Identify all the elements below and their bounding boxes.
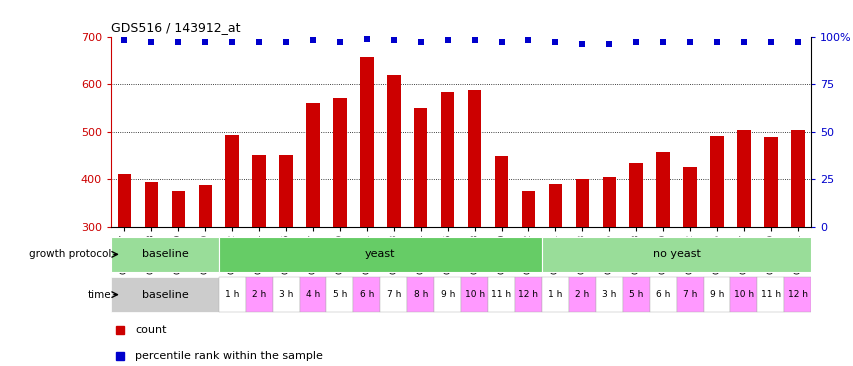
Text: 3 h: 3 h (279, 290, 293, 299)
Text: GDS516 / 143912_at: GDS516 / 143912_at (111, 21, 241, 34)
Bar (272, 277, 299, 312)
Bar (440, 92, 454, 227)
Bar (111, 277, 218, 312)
Bar (682, 167, 696, 227)
Text: 1 h: 1 h (225, 290, 239, 299)
Bar (763, 137, 777, 227)
Bar (729, 277, 757, 312)
Text: 10 h: 10 h (733, 290, 753, 299)
Text: 2 h: 2 h (252, 290, 266, 299)
Text: time: time (87, 290, 111, 300)
Bar (542, 237, 810, 272)
Bar (252, 154, 265, 227)
Text: 12 h: 12 h (518, 290, 538, 299)
Bar (736, 130, 750, 227)
Bar (279, 154, 293, 227)
Bar (380, 277, 407, 312)
Bar (414, 108, 427, 227)
Bar (488, 277, 514, 312)
Bar (757, 277, 783, 312)
Text: yeast: yeast (365, 249, 395, 259)
Bar (676, 277, 703, 312)
Bar (649, 277, 676, 312)
Text: baseline: baseline (142, 249, 188, 259)
Text: 9 h: 9 h (440, 290, 455, 299)
Bar (111, 237, 218, 272)
Bar (602, 177, 615, 227)
Bar (622, 277, 649, 312)
Text: count: count (135, 325, 166, 335)
Bar (568, 277, 595, 312)
Bar (461, 277, 488, 312)
Bar (703, 277, 729, 312)
Text: 8 h: 8 h (413, 290, 427, 299)
Bar (171, 191, 185, 227)
Text: 5 h: 5 h (629, 290, 642, 299)
Text: no yeast: no yeast (652, 249, 699, 259)
Bar (353, 277, 380, 312)
Text: 2 h: 2 h (575, 290, 589, 299)
Bar (386, 75, 400, 227)
Text: 11 h: 11 h (491, 290, 511, 299)
Text: 10 h: 10 h (464, 290, 485, 299)
Bar (514, 277, 542, 312)
Text: growth protocol: growth protocol (29, 249, 111, 259)
Text: 7 h: 7 h (682, 290, 696, 299)
Bar (629, 163, 642, 227)
Bar (542, 277, 568, 312)
Bar (218, 237, 542, 272)
Bar (575, 179, 589, 227)
Text: 9 h: 9 h (709, 290, 723, 299)
Bar (246, 277, 272, 312)
Bar (710, 135, 723, 227)
Bar (199, 185, 212, 227)
Bar (218, 277, 246, 312)
Text: 5 h: 5 h (333, 290, 346, 299)
Bar (306, 103, 319, 227)
Text: 4 h: 4 h (305, 290, 320, 299)
Text: 11 h: 11 h (760, 290, 780, 299)
Bar (407, 277, 433, 312)
Bar (656, 152, 669, 227)
Text: baseline: baseline (142, 290, 188, 300)
Text: 6 h: 6 h (359, 290, 374, 299)
Bar (494, 156, 508, 227)
Text: 12 h: 12 h (787, 290, 807, 299)
Bar (333, 97, 346, 227)
Text: percentile rank within the sample: percentile rank within the sample (135, 351, 322, 361)
Bar (360, 57, 374, 227)
Bar (299, 277, 326, 312)
Bar (467, 90, 481, 227)
Bar (225, 135, 239, 227)
Bar (548, 184, 561, 227)
Bar (144, 182, 158, 227)
Bar (790, 130, 804, 227)
Text: 6 h: 6 h (655, 290, 670, 299)
Text: 1 h: 1 h (548, 290, 562, 299)
Text: 7 h: 7 h (386, 290, 401, 299)
Bar (118, 173, 131, 227)
Bar (433, 277, 461, 312)
Bar (326, 277, 353, 312)
Bar (783, 277, 810, 312)
Text: 3 h: 3 h (601, 290, 616, 299)
Bar (521, 191, 535, 227)
Bar (595, 277, 622, 312)
